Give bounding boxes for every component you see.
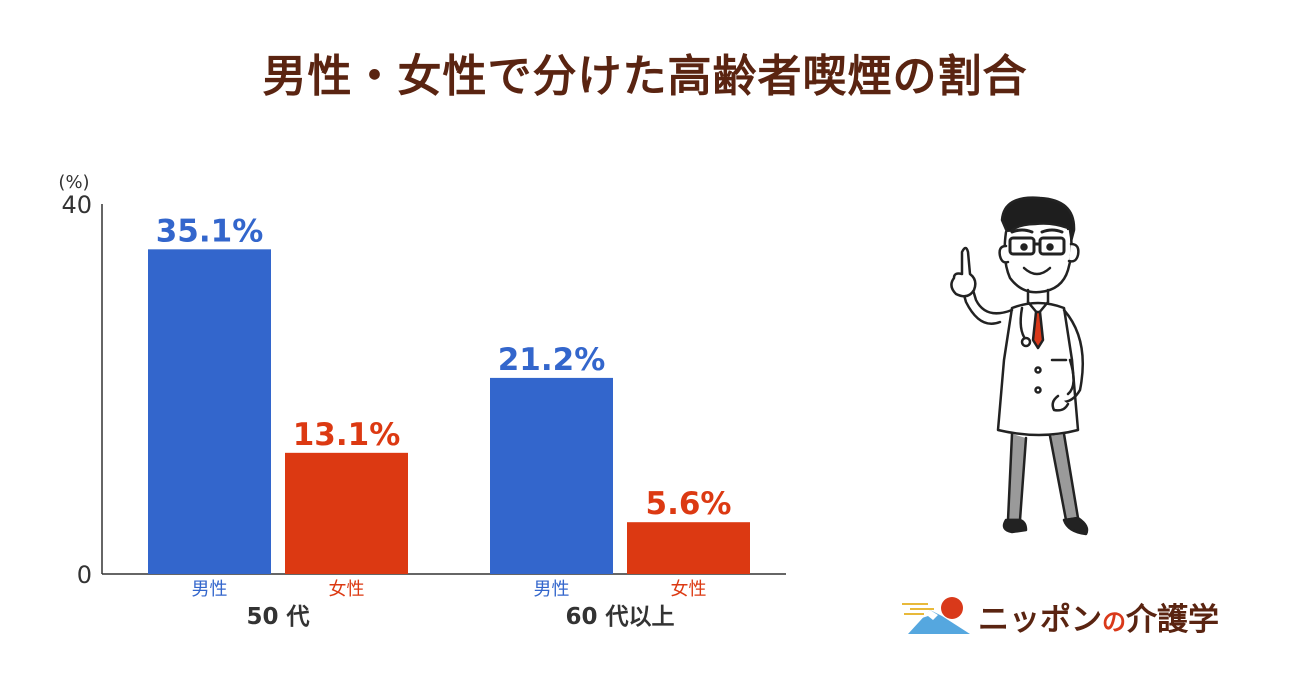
page-title: 男性・女性で分けた高齢者喫煙の割合 <box>262 51 1028 102</box>
brand-name-main: ニッポン <box>978 601 1102 638</box>
brand-name-no: の <box>1102 607 1126 636</box>
x-tick-label: 女性 <box>329 579 365 600</box>
brand-name-tail: 介護学 <box>1126 601 1219 638</box>
bar <box>627 522 750 574</box>
data-label: 13.1% <box>293 417 401 453</box>
bar-chart: (%) 0 40 35.1% 男性 13.1% 女性 50 代 21.2% 男性 5.6% 女性 60 … <box>58 172 786 630</box>
brand-logo: ニッポンの介護学 <box>900 594 1219 639</box>
data-label: 35.1% <box>156 213 264 249</box>
bar <box>285 452 408 574</box>
x-tick-label: 男性 <box>192 579 228 600</box>
doctor-icon <box>950 196 1089 536</box>
mount-fuji-sun-logo-icon <box>902 597 970 634</box>
x-tick-label: 女性 <box>671 579 707 600</box>
x-tick-label: 男性 <box>534 579 570 600</box>
data-label: 5.6% <box>646 486 732 522</box>
y-axis-unit-label: (%) <box>58 172 89 193</box>
group-label: 50 代 <box>246 604 309 630</box>
bar <box>148 249 271 574</box>
y-tick-label: 40 <box>61 191 92 219</box>
data-label: 21.2% <box>498 342 606 378</box>
y-tick-label: 0 <box>77 561 92 589</box>
group-label: 60 代以上 <box>565 604 674 630</box>
bar <box>490 377 613 574</box>
brand-name: ニッポンの介護学 <box>978 594 1219 639</box>
